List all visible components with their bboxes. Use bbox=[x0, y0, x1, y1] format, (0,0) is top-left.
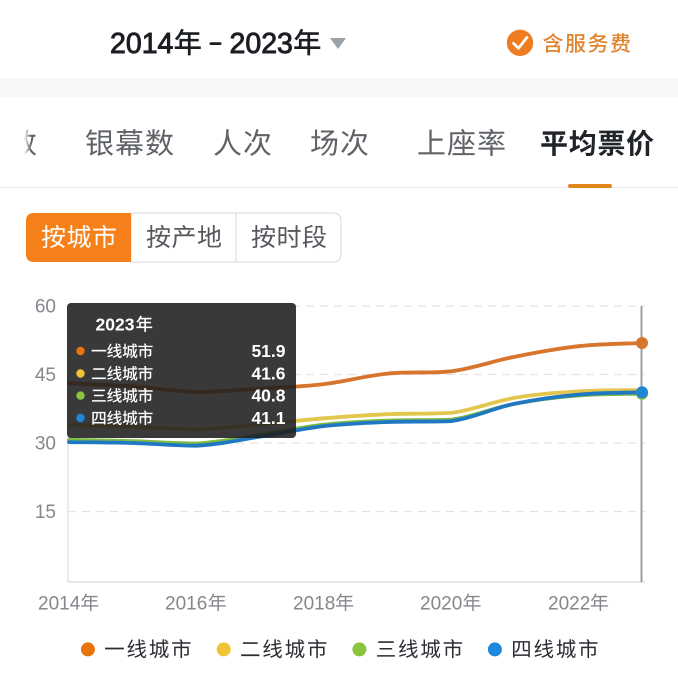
svg-text:41.1: 41.1 bbox=[251, 408, 285, 428]
svg-text:60: 60 bbox=[35, 297, 56, 318]
svg-text:45: 45 bbox=[35, 365, 56, 386]
svg-text:40.8: 40.8 bbox=[251, 386, 285, 406]
svg-text:2018: 2018 bbox=[293, 594, 335, 615]
svg-text:2023: 2023 bbox=[96, 315, 135, 335]
svg-text:2014: 2014 bbox=[110, 28, 174, 60]
svg-text:2020: 2020 bbox=[420, 594, 462, 615]
svg-text:51.9: 51.9 bbox=[251, 341, 285, 361]
svg-text:41.6: 41.6 bbox=[251, 364, 285, 384]
svg-text:2014: 2014 bbox=[38, 594, 81, 615]
svg-text:2016: 2016 bbox=[165, 594, 207, 615]
svg-text:30: 30 bbox=[35, 434, 56, 455]
svg-text:2022: 2022 bbox=[548, 594, 590, 615]
svg-text:15: 15 bbox=[35, 502, 56, 523]
svg-text:2023: 2023 bbox=[230, 28, 293, 60]
